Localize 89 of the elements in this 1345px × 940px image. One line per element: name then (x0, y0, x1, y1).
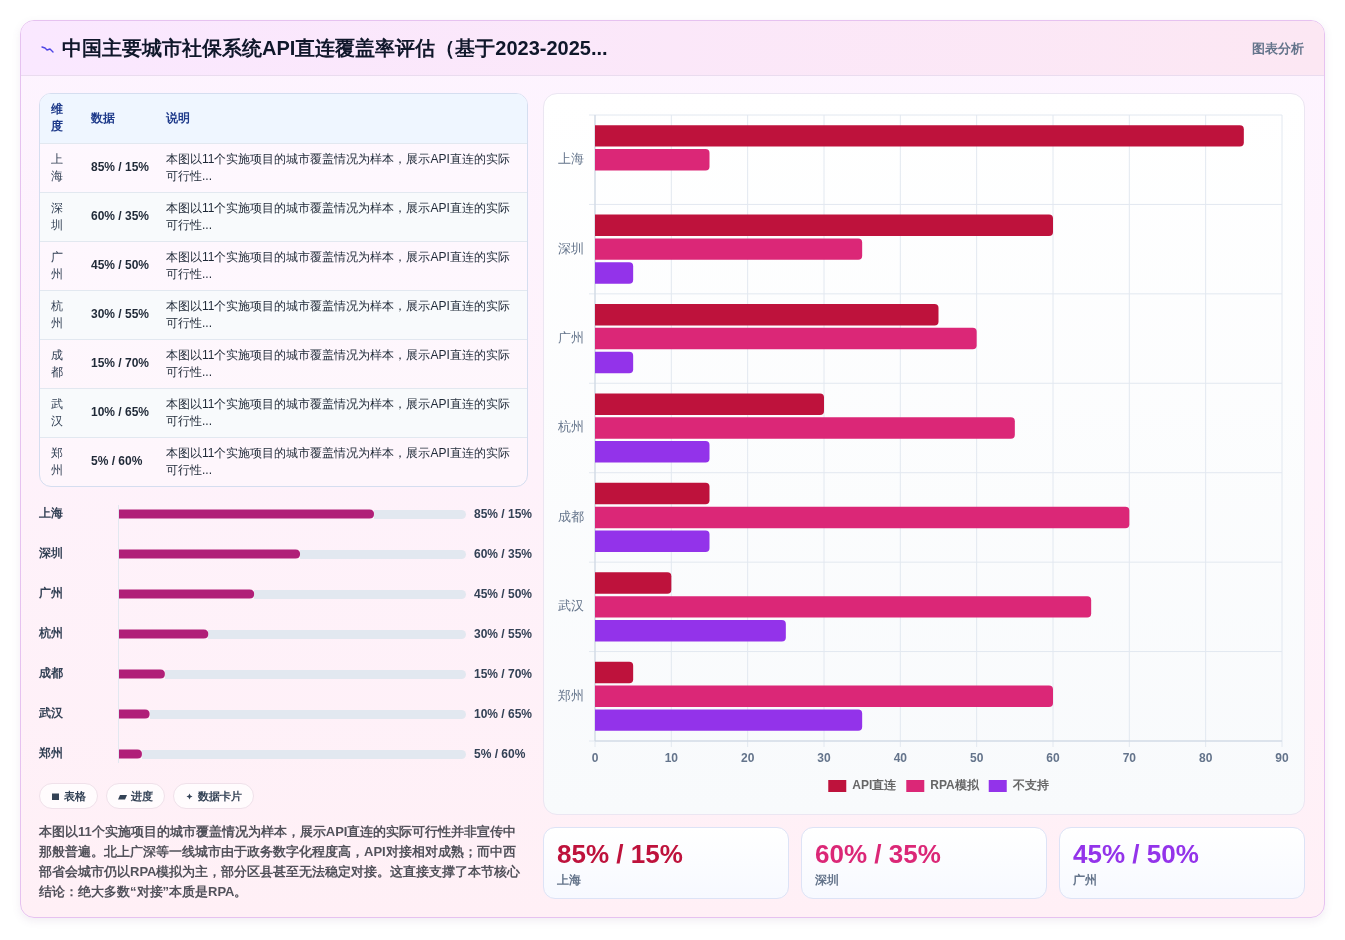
bar (595, 327, 977, 350)
table-cell: 45% / 50% (80, 241, 155, 290)
x-tick-label: 80 (1198, 751, 1213, 766)
y-tick-label: 杭州 (557, 419, 584, 435)
share-text: 10% / 65% (474, 706, 533, 723)
table-cell: 60% / 35% (80, 192, 155, 241)
bar (595, 303, 939, 326)
bar (595, 148, 710, 171)
table-cell: 郑州 (40, 437, 80, 486)
bar (595, 482, 710, 505)
table-header-cell: 说明 (155, 94, 527, 143)
table-cell: 本图以11个实施项目的城市覆盖情况为样本，展示API直连的实际可行性... (155, 339, 527, 388)
bar (595, 596, 1092, 618)
y-tick-label: 武汉 (38, 706, 64, 721)
bar (595, 125, 1244, 147)
table-cell: 武汉 (40, 388, 80, 437)
tag-chip: 表格 (39, 783, 98, 809)
bar (595, 351, 634, 374)
table-cell: 85% / 15% (80, 143, 155, 192)
legend-label: RPA模拟 (930, 778, 980, 793)
x-tick-label: 20 (740, 751, 755, 766)
x-tick-label: 10 (664, 751, 679, 766)
bar (119, 749, 142, 759)
table-cell: 本图以11个实施项目的城市覆盖情况为样本，展示API直连的实际可行性... (155, 241, 527, 290)
share-text: 85% / 15% (474, 506, 533, 523)
tag-chip: 数据卡片 (173, 783, 254, 809)
y-tick-label: 广州 (38, 586, 63, 601)
y-tick-label: 上海 (558, 151, 584, 167)
table-header-cell: 数据 (80, 94, 155, 143)
table-cell: 本图以11个实施项目的城市覆盖情况为样本，展示API直连的实际可行性... (155, 143, 527, 192)
share-text: 15% / 70% (474, 666, 533, 683)
y-tick-label: 成都 (558, 508, 584, 524)
x-tick-label: 60 (1046, 751, 1060, 766)
x-tick-label: 50 (969, 751, 984, 766)
y-tick-label: 广州 (558, 330, 584, 346)
table-cell: 本图以11个实施项目的城市覆盖情况为样本，展示API直连的实际可行性... (155, 437, 527, 486)
bar (595, 262, 634, 284)
y-tick-label: 郑州 (558, 687, 584, 703)
x-tick-label: 30 (817, 751, 831, 766)
bar (595, 441, 710, 463)
note-text: 本图以11个实施项目的城市覆盖情况为样本，展示API直连的实际可行性并非宣传中那般普遍。北上广深等一线城市由于政务数字化程度高，API对接相对成熟；而中西部省会城市仍以RPA模拟为主，部分区县甚至无法稳定对接。这直接支撑了本节核心结论：绝大多数“对接”本质是RPA。 (39, 823, 522, 901)
table-cell: 杭州 (40, 290, 80, 339)
table-cell: 广州 (40, 241, 80, 290)
bar (595, 619, 786, 642)
x-tick-label: 0 (591, 751, 599, 766)
x-tick-label: 90 (1275, 751, 1289, 766)
x-tick-label: 40 (893, 751, 908, 766)
table-cell: 上海 (40, 143, 80, 192)
bar (595, 393, 824, 415)
table-header-cell: 维度 (40, 94, 80, 143)
table-cell: 30% / 55% (80, 290, 155, 339)
table-cell: 10% / 65% (80, 388, 155, 437)
stat-card: 45% / 50% 广州 (1059, 827, 1305, 899)
tag-chip: 进度 (106, 783, 165, 809)
bar (595, 709, 863, 731)
y-tick-label: 深圳 (38, 546, 63, 561)
table-cell: 本图以11个实施项目的城市覆盖情况为样本，展示API直连的实际可行性... (155, 290, 527, 339)
y-tick-label: 郑州 (38, 746, 63, 761)
stat-card: 85% / 15% 上海 (543, 827, 789, 899)
x-tick-label: 70 (1122, 751, 1137, 766)
table-cell: 15% / 70% (80, 339, 155, 388)
bar (119, 709, 150, 719)
table-cell: 本图以11个实施项目的城市覆盖情况为样本，展示API直连的实际可行性... (155, 192, 527, 241)
y-tick-label: 深圳 (558, 240, 584, 256)
header-bar: 中国主要城市社保系统API直连覆盖率评估（基于2023-2025... 图表分析 (21, 21, 1324, 76)
table-cell: 深圳 (40, 192, 80, 241)
y-tick-label: 杭州 (38, 626, 63, 641)
bar (119, 669, 165, 679)
stat-card: 60% / 35% 深圳 (801, 827, 1047, 899)
y-tick-label: 成都 (38, 666, 63, 681)
table-cell: 成都 (40, 339, 80, 388)
share-text: 30% / 55% (474, 626, 533, 643)
share-text: 60% / 35% (474, 546, 533, 563)
bar (595, 214, 1053, 237)
y-tick-label: 武汉 (558, 598, 584, 614)
bar (595, 685, 1053, 708)
legend-label: 不支持 (1011, 778, 1049, 793)
legend-label: API直连 (852, 778, 898, 793)
bar (595, 530, 710, 553)
bar (595, 661, 634, 684)
y-tick-label: 上海 (38, 506, 63, 521)
bar (595, 417, 1015, 439)
bar (595, 238, 863, 260)
bar (595, 572, 672, 594)
share-text: 5% / 60% (474, 746, 526, 763)
share-text: 45% / 50% (474, 586, 533, 603)
table-cell: 5% / 60% (80, 437, 155, 486)
bar (595, 506, 1130, 529)
table-cell: 本图以11个实施项目的城市覆盖情况为样本，展示API直连的实际可行性... (155, 388, 527, 437)
